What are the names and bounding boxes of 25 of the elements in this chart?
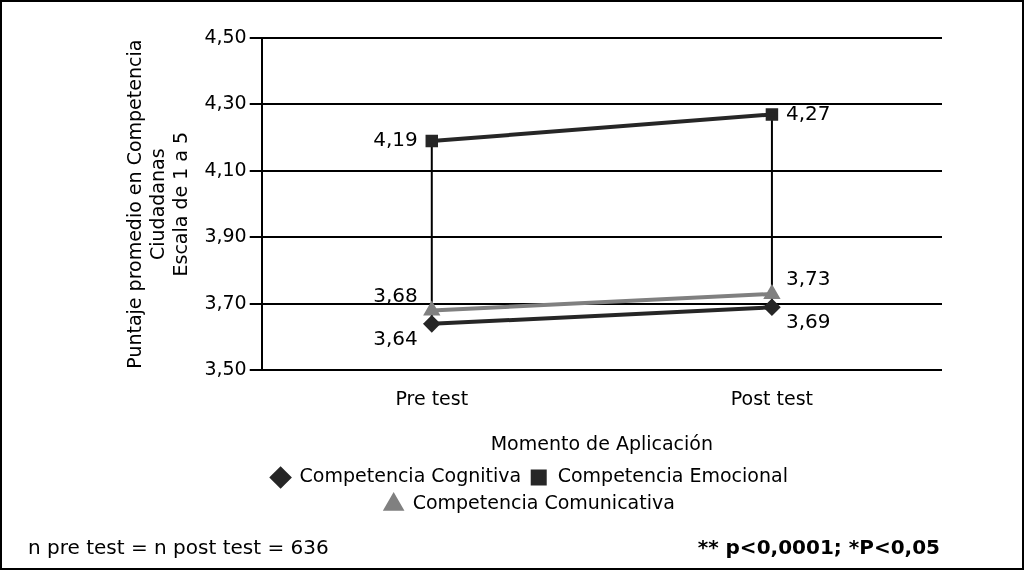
data-label: 3,73 bbox=[785, 266, 831, 291]
legend-label: Competencia Emocional bbox=[557, 464, 788, 487]
data-label: 4,19 bbox=[373, 127, 418, 152]
point bbox=[423, 315, 440, 332]
y-axis-title: Puntaje promedio en Competencia Ciudadanas Escala de 1 a 5 bbox=[123, 39, 191, 369]
y-tick-label: 4,10 bbox=[204, 157, 247, 180]
y-tick-label: 3,70 bbox=[204, 290, 247, 313]
data-label: 3,69 bbox=[785, 309, 831, 334]
legend-label: Competencia Comunicativa bbox=[412, 491, 675, 514]
point bbox=[765, 108, 779, 121]
x-axis-title: Momento de Aplicación bbox=[490, 431, 713, 454]
x-tick-label: Pre test bbox=[395, 386, 469, 409]
y-tick-label: 4,50 bbox=[204, 24, 247, 47]
x-tick-label: Post test bbox=[730, 386, 814, 409]
y-tick-label: 3,50 bbox=[204, 357, 247, 380]
y-tick-label: 4,30 bbox=[204, 91, 247, 114]
point bbox=[425, 134, 439, 148]
text: ** p<0,0001; *P<0,05 bbox=[697, 535, 940, 559]
y-tick-label: 3,90 bbox=[204, 224, 247, 247]
legend-label: Competencia Cognitiva bbox=[299, 464, 522, 487]
point bbox=[763, 299, 780, 316]
data-label: 4,27 bbox=[785, 100, 831, 125]
data-label: 3,68 bbox=[373, 282, 418, 307]
text: n pre test = n post test = 636 bbox=[28, 535, 329, 559]
data-label: 3,64 bbox=[373, 326, 418, 351]
